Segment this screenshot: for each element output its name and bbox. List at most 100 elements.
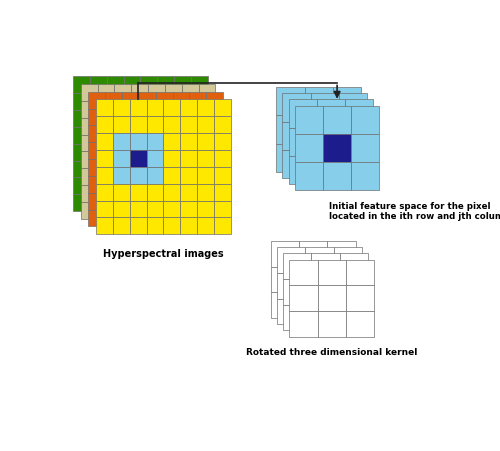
Bar (323, 106, 351, 134)
Bar (114, 101, 131, 119)
Bar (148, 152, 165, 169)
Bar (182, 202, 198, 219)
Bar (197, 151, 214, 167)
Bar (198, 85, 216, 101)
Bar (73, 178, 90, 195)
Text: Hyperspectral images: Hyperspectral images (103, 249, 224, 258)
Bar (164, 218, 180, 235)
Bar (156, 126, 172, 143)
Bar (73, 195, 90, 212)
Bar (191, 161, 208, 178)
Bar (156, 160, 172, 177)
Bar (106, 178, 124, 195)
Bar (148, 135, 165, 152)
Bar (191, 77, 208, 94)
Bar (214, 100, 231, 117)
Bar (318, 260, 346, 285)
Bar (114, 202, 131, 219)
Bar (295, 163, 323, 191)
Bar (148, 186, 165, 202)
Bar (172, 92, 190, 109)
Bar (73, 111, 90, 128)
Bar (206, 109, 223, 126)
Bar (130, 167, 146, 184)
Bar (197, 134, 214, 151)
Bar (290, 311, 318, 337)
Bar (146, 201, 164, 218)
Bar (148, 169, 165, 186)
Bar (172, 160, 190, 177)
Bar (131, 101, 148, 119)
Bar (288, 100, 317, 129)
Bar (172, 210, 190, 227)
Bar (96, 167, 113, 184)
Bar (334, 273, 361, 299)
Bar (156, 177, 172, 193)
Bar (80, 101, 98, 119)
Bar (334, 299, 361, 325)
Bar (130, 184, 146, 201)
Bar (288, 129, 317, 156)
Bar (332, 144, 361, 172)
Bar (190, 109, 206, 126)
Bar (180, 117, 197, 134)
Bar (346, 285, 374, 311)
Bar (174, 144, 191, 161)
Bar (73, 161, 90, 178)
Bar (165, 119, 182, 135)
Bar (198, 152, 216, 169)
Bar (122, 92, 139, 109)
Bar (114, 135, 131, 152)
Bar (172, 126, 190, 143)
Bar (96, 100, 113, 117)
Bar (130, 134, 146, 151)
Bar (139, 92, 156, 109)
Bar (88, 92, 105, 109)
Bar (90, 161, 106, 178)
Bar (351, 134, 380, 163)
Bar (340, 280, 368, 305)
Bar (105, 143, 122, 160)
Bar (339, 151, 367, 179)
Bar (106, 111, 124, 128)
Bar (130, 201, 146, 218)
Bar (191, 195, 208, 212)
Bar (340, 254, 368, 280)
Bar (197, 100, 214, 117)
Bar (312, 280, 340, 305)
Bar (73, 77, 90, 94)
Bar (191, 111, 208, 128)
Bar (106, 161, 124, 178)
Bar (328, 242, 355, 267)
Bar (130, 117, 146, 134)
Bar (180, 151, 197, 167)
Bar (157, 144, 174, 161)
Bar (73, 94, 90, 111)
Bar (114, 186, 131, 202)
Bar (88, 109, 105, 126)
Bar (180, 184, 197, 201)
Bar (174, 128, 191, 144)
Bar (106, 144, 124, 161)
Bar (328, 293, 355, 318)
Bar (172, 177, 190, 193)
Bar (174, 94, 191, 111)
Bar (198, 186, 216, 202)
Bar (88, 126, 105, 143)
Bar (113, 117, 130, 134)
Bar (214, 218, 231, 235)
Bar (323, 134, 351, 163)
Bar (131, 169, 148, 186)
Bar (180, 167, 197, 184)
Bar (190, 126, 206, 143)
Bar (346, 311, 374, 337)
Bar (317, 156, 345, 185)
Bar (277, 273, 306, 299)
Bar (130, 100, 146, 117)
Bar (139, 109, 156, 126)
Bar (345, 156, 374, 185)
Bar (312, 305, 340, 331)
Bar (182, 101, 198, 119)
Bar (96, 117, 113, 134)
Bar (351, 163, 380, 191)
